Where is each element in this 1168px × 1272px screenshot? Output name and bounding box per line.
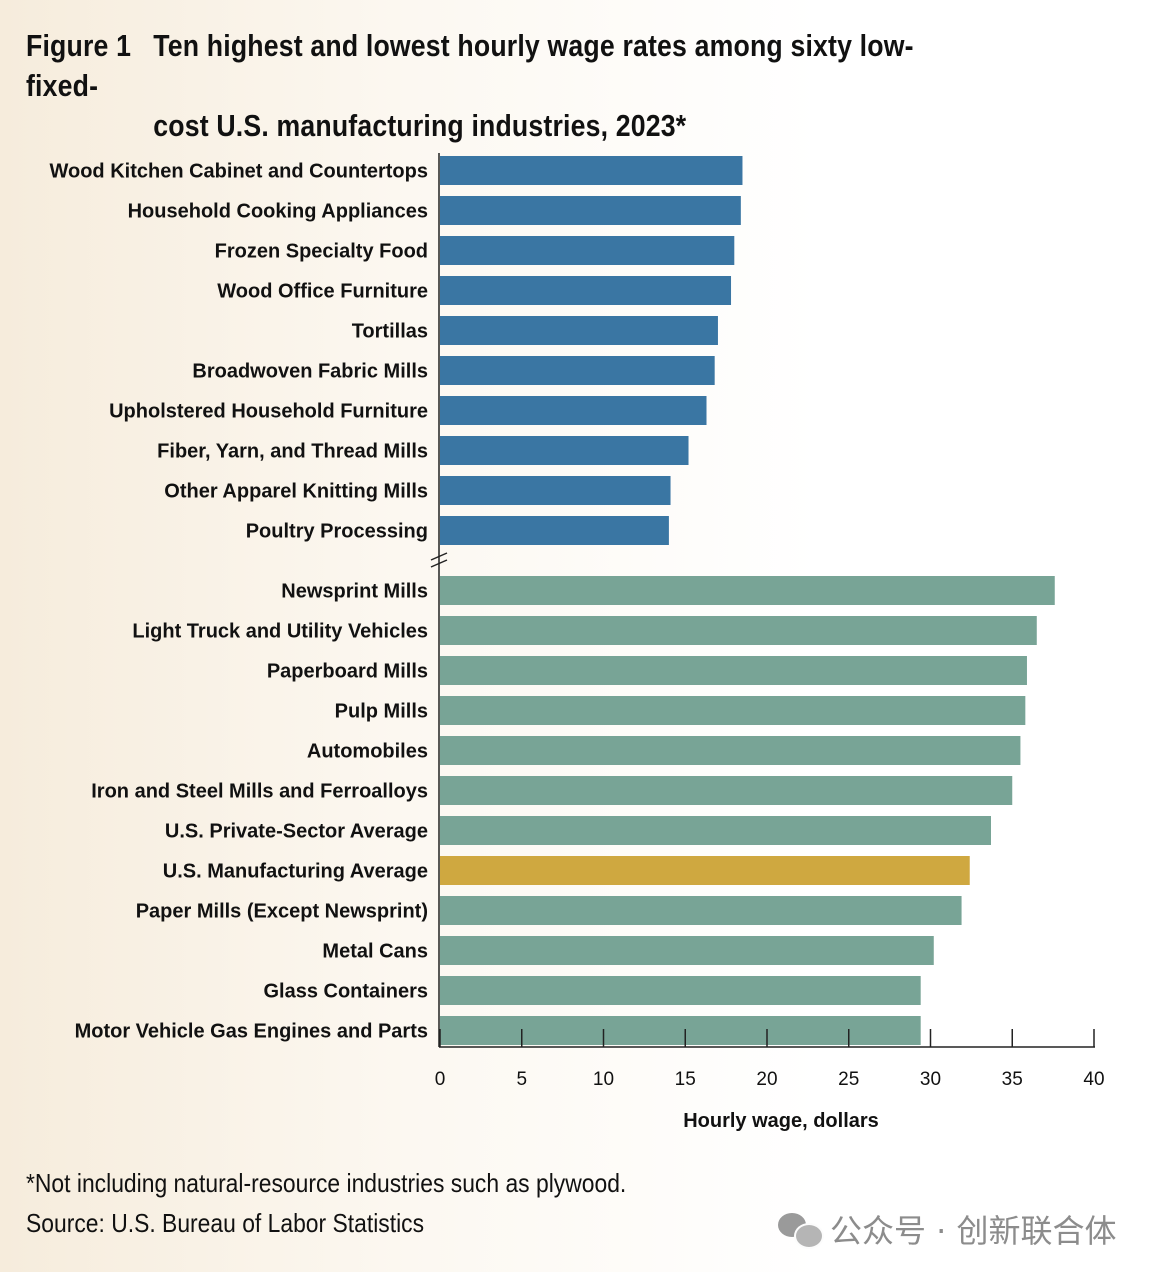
bar-iron-and-steel-mills-and-ferroalloys: [440, 776, 1013, 805]
figure-label: Figure 1: [26, 28, 132, 63]
category-label: Broadwoven Fabric Mills: [192, 361, 428, 383]
category-label: Fiber, Yarn, and Thread Mills: [157, 441, 428, 463]
category-label: Pulp Mills: [335, 701, 428, 723]
category-label: Motor Vehicle Gas Engines and Parts: [75, 1021, 428, 1043]
x-tick-label: 20: [756, 1069, 777, 1090]
category-label: Newsprint Mills: [281, 581, 428, 603]
category-label: Metal Cans: [322, 941, 428, 963]
bar-wood-office-furniture: [440, 276, 732, 305]
x-tick-label: 15: [675, 1069, 696, 1090]
bar-wood-kitchen-cabinet-and-countertops: [440, 156, 743, 185]
category-label: Household Cooking Appliances: [128, 201, 428, 223]
bar-chart: Wood Kitchen Cabinet and Countertops Hous…: [49, 153, 1105, 1132]
bar-broadwoven-fabric-mills: [440, 356, 715, 385]
bar-light-truck-and-utility-vehicles: [440, 616, 1037, 645]
x-tick-label: 40: [1083, 1069, 1104, 1090]
bar-metal-cans: [440, 936, 934, 965]
bar-automobiles: [440, 736, 1021, 765]
footnote: *Not including natural-resource industri…: [26, 1168, 627, 1198]
x-tick-label: 25: [838, 1069, 859, 1090]
category-label: Wood Kitchen Cabinet and Countertops: [49, 161, 428, 183]
category-label: Iron and Steel Mills and Ferroalloys: [91, 781, 428, 803]
bar-tortillas: [440, 316, 718, 345]
bar-fiber-yarn-and-thread-mills: [440, 436, 689, 465]
title-line-1: Ten highest and lowest hourly wage rates…: [26, 28, 914, 103]
category-label: Automobiles: [307, 741, 428, 763]
category-label: U.S. Private-Sector Average: [165, 821, 428, 843]
bar-u-s-private-sector-average: [440, 816, 991, 845]
bar-paper-mills-except-newsprint: [440, 896, 962, 925]
category-label: U.S. Manufacturing Average: [163, 861, 428, 883]
x-tick-label: 10: [593, 1069, 614, 1090]
bar-other-apparel-knitting-mills: [440, 476, 671, 505]
axis-break-mark: [430, 552, 448, 561]
watermark-text: 公众号 · 创新联合体: [830, 1212, 1117, 1250]
category-label: Light Truck and Utility Vehicles: [132, 621, 428, 643]
x-tick-label: 35: [1002, 1069, 1023, 1090]
category-label: Poultry Processing: [246, 521, 428, 543]
wechat-icon: [778, 1211, 824, 1249]
bar-motor-vehicle-gas-engines-and-parts: [440, 1016, 921, 1045]
bar-u-s-manufacturing-average: [440, 856, 970, 885]
bar-upholstered-household-furniture: [440, 396, 707, 425]
bar-pulp-mills: [440, 696, 1026, 725]
x-tick-label: 0: [435, 1069, 446, 1090]
source-note: Source: U.S. Bureau of Labor Statistics: [26, 1208, 425, 1238]
category-label: Tortillas: [352, 321, 428, 343]
bar-household-cooking-appliances: [440, 196, 741, 225]
category-label: Upholstered Household Furniture: [109, 401, 428, 423]
category-label: Wood Office Furniture: [217, 281, 428, 303]
category-label: Paper Mills (Except Newsprint): [136, 901, 428, 923]
bar-paperboard-mills: [440, 656, 1027, 685]
watermark: 公众号 · 创新联合体: [778, 1206, 1117, 1252]
x-axis-title: Hourly wage, dollars: [683, 1110, 879, 1132]
category-label: Other Apparel Knitting Mills: [164, 481, 428, 503]
axis-break-mark: [430, 559, 448, 568]
category-label: Frozen Specialty Food: [215, 241, 428, 263]
x-tick-label: 5: [516, 1069, 527, 1090]
x-tick-label: 30: [920, 1069, 941, 1090]
category-label: Paperboard Mills: [267, 661, 428, 683]
bar-newsprint-mills: [440, 576, 1055, 605]
chart-title: Figure 1 Ten highest and lowest hourly wa…: [26, 26, 955, 146]
title-line-2: cost U.S. manufacturing industries, 2023…: [153, 108, 687, 143]
category-label: Glass Containers: [263, 981, 428, 1003]
bar-poultry-processing: [440, 516, 669, 545]
bar-glass-containers: [440, 976, 921, 1005]
bar-frozen-specialty-food: [440, 236, 735, 265]
